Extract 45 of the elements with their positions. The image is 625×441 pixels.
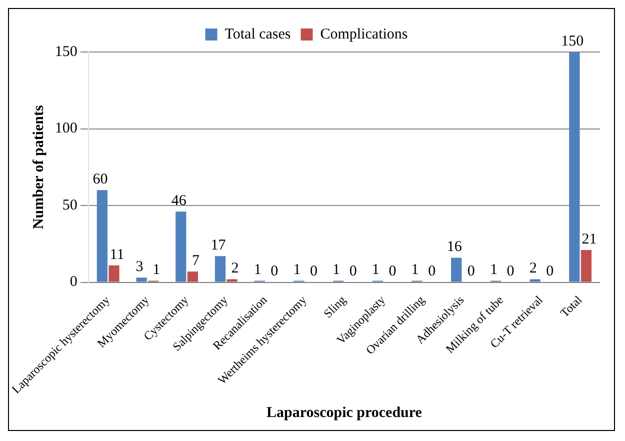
bar — [580, 250, 592, 282]
bar — [187, 272, 198, 282]
data-label: 3 — [136, 259, 144, 276]
bar — [108, 265, 120, 282]
data-label: 0 — [506, 264, 514, 280]
y-tick-label: 150 — [54, 44, 78, 60]
data-label: 0 — [546, 264, 554, 280]
data-label: 1 — [411, 262, 419, 278]
data-label: 0 — [270, 264, 278, 280]
bar — [530, 279, 540, 282]
bar — [96, 190, 108, 282]
data-label: 17 — [210, 238, 226, 254]
data-label: 150 — [561, 33, 584, 50]
y-tick-label: 0 — [70, 274, 78, 290]
bar — [136, 278, 147, 282]
data-label: 1 — [152, 262, 160, 278]
data-label: 0 — [388, 264, 396, 280]
data-label: 11 — [110, 246, 124, 263]
bar — [569, 52, 580, 282]
data-label: 1 — [254, 262, 262, 278]
data-label: 2 — [529, 260, 537, 277]
bar — [176, 212, 186, 282]
data-label: 1 — [332, 262, 340, 278]
data-label: 1 — [293, 262, 301, 278]
data-label: 2 — [231, 260, 239, 277]
data-label: 60 — [92, 172, 108, 188]
data-label: 0 — [467, 264, 475, 280]
data-label: 1 — [490, 262, 498, 278]
data-label: 0 — [428, 264, 436, 280]
legend-label: Total cases — [224, 26, 291, 42]
data-label: 21 — [582, 231, 597, 248]
bar — [214, 256, 226, 282]
y-tick-label: 100 — [54, 120, 78, 137]
data-label: 46 — [171, 193, 187, 210]
x-axis-title: Laparoscopic procedure — [266, 404, 422, 421]
legend-label: Complications — [320, 26, 408, 42]
data-label: 16 — [446, 239, 462, 256]
data-label: 0 — [349, 264, 357, 280]
bar — [226, 279, 238, 282]
y-axis-title: Number of patients — [30, 105, 47, 230]
bar — [451, 258, 462, 282]
data-label: 7 — [192, 252, 200, 269]
y-tick-label: 50 — [62, 197, 78, 214]
data-label: 1 — [372, 262, 380, 278]
data-label: 0 — [310, 264, 318, 280]
